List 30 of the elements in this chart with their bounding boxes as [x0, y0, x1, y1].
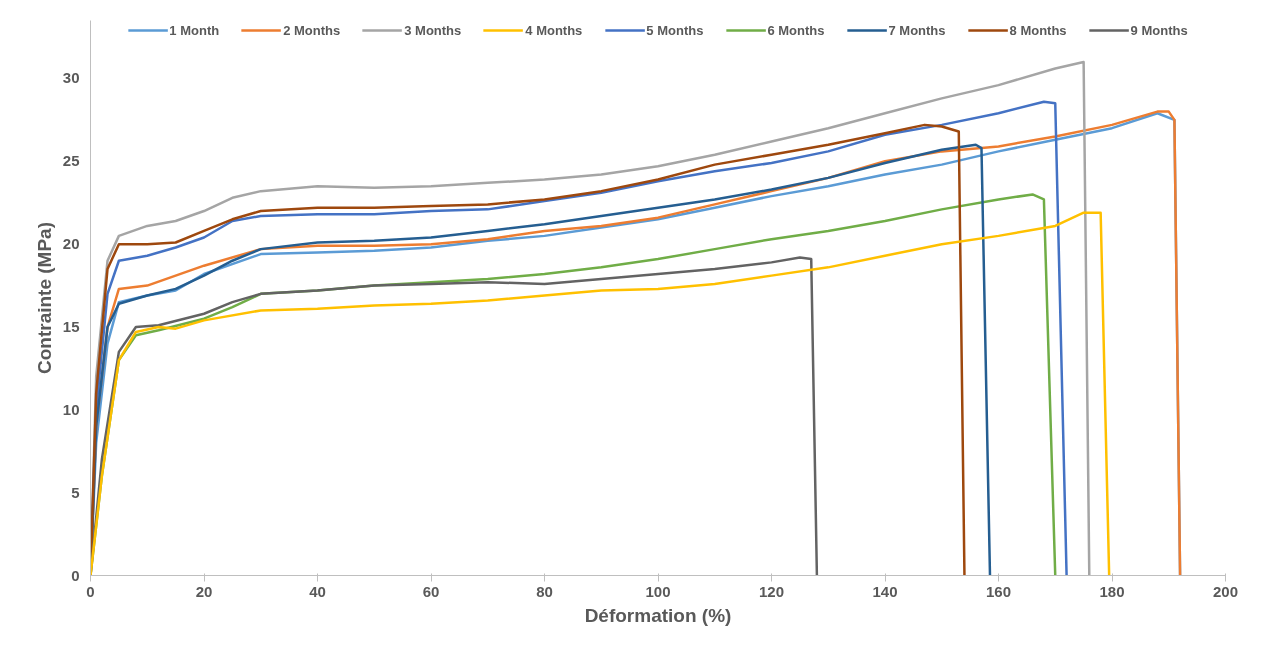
legend-label: 5 Months [646, 22, 704, 38]
y-axis-title: Contrainte (MPa) [33, 222, 55, 374]
legend-label: 3 Months [404, 22, 462, 38]
line-series [90, 256, 819, 576]
legend-label: 7 Months [888, 22, 946, 38]
x-tick-label: 20 [195, 582, 213, 600]
x-tick-label: 60 [422, 582, 440, 600]
x-tick-label: 40 [309, 582, 326, 600]
legend-label: 2 Months [283, 22, 341, 38]
y-tick-label: 0 [71, 566, 80, 584]
x-tick-label: 160 [985, 582, 1012, 600]
legend-label: 9 Months [1130, 22, 1188, 38]
x-tick-label: 180 [1099, 582, 1125, 600]
legend-label: 4 Months [525, 22, 583, 38]
x-tick-label: 80 [536, 582, 553, 600]
legend-label: 1 Month [169, 22, 220, 38]
x-tick-label: 140 [872, 582, 898, 600]
x-tick-label: 200 [1212, 582, 1239, 600]
legend-label: 6 Months [767, 22, 825, 38]
legend-label: 8 Months [1009, 22, 1067, 38]
y-tick-label: 25 [62, 152, 80, 170]
y-tick-label: 15 [62, 317, 80, 335]
y-tick-label: 20 [62, 235, 80, 253]
y-tick-label: 30 [62, 69, 80, 87]
x-tick-label: 100 [645, 582, 671, 600]
x-tick-label: 120 [758, 582, 785, 600]
y-tick-label: 10 [62, 400, 80, 418]
x-tick-label: 0 [86, 582, 95, 600]
y-tick-label: 5 [71, 483, 80, 501]
x-axis-title: Déformation (%) [584, 604, 732, 626]
